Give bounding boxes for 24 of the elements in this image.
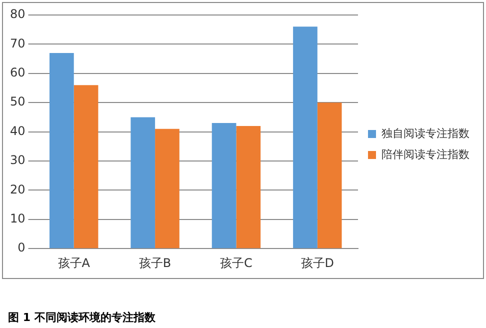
y-tick-label: 10 (10, 212, 26, 226)
x-tick-label: 孩子D (300, 256, 334, 270)
y-tick-label: 80 (10, 7, 26, 22)
y-tick-label: 70 (10, 36, 26, 50)
bar (317, 102, 342, 248)
x-tick-label: 孩子C (220, 256, 252, 270)
y-tick-label: 40 (10, 124, 26, 138)
x-tick-label: 孩子B (138, 256, 172, 270)
x-tick-label: 孩子A (58, 256, 91, 270)
bar (236, 126, 261, 248)
y-tick-label: 20 (10, 182, 26, 196)
bar (130, 117, 156, 248)
bar (212, 123, 236, 248)
legend-label: 独自阅读专注指数 (382, 126, 470, 140)
bar (155, 128, 180, 248)
y-tick-label: 0 (18, 240, 26, 255)
y-tick-label: 30 (10, 153, 26, 168)
bar (74, 85, 98, 248)
legend-label: 陪伴阅读专注指数 (382, 148, 470, 161)
bar (293, 26, 318, 248)
y-tick-label: 60 (10, 66, 26, 80)
y-tick-label: 50 (10, 94, 26, 109)
caption: 图 1 不同阅读环境的专注指数 (8, 310, 156, 325)
bar (50, 52, 74, 248)
